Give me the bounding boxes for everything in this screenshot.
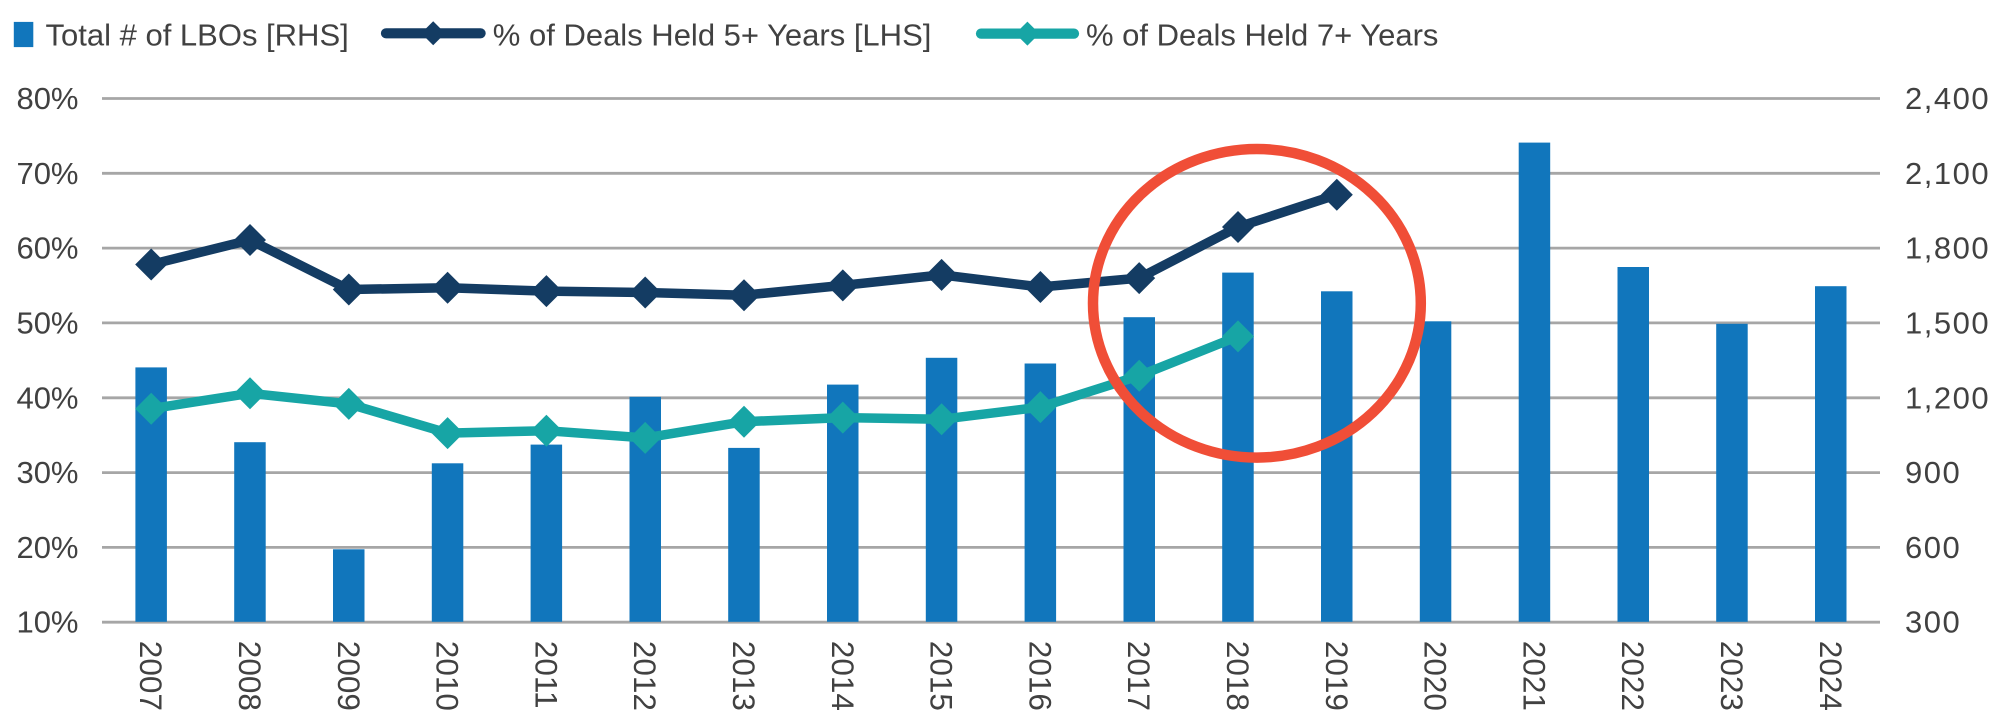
svg-text:% of Deals Held 5+ Years [LHS]: % of Deals Held 5+ Years [LHS] [493,18,932,53]
svg-text:1,800: 1,800 [1905,231,1990,266]
svg-text:2017: 2017 [1121,641,1157,711]
svg-text:2020: 2020 [1418,641,1454,711]
svg-text:2009: 2009 [331,641,367,711]
svg-text:600: 600 [1905,530,1961,565]
svg-text:2007: 2007 [133,641,169,711]
svg-text:20%: 20% [16,530,78,565]
svg-text:60%: 60% [16,231,78,266]
svg-text:900: 900 [1905,455,1961,490]
svg-text:2010: 2010 [430,641,466,711]
svg-text:1,500: 1,500 [1905,305,1990,340]
svg-text:2021: 2021 [1516,641,1552,711]
svg-text:2014: 2014 [825,641,861,711]
svg-text:Total # of LBOs [RHS]: Total # of LBOs [RHS] [46,18,349,53]
svg-text:2008: 2008 [232,641,268,711]
svg-text:30%: 30% [16,455,78,490]
svg-text:10%: 10% [16,605,78,640]
svg-text:2024: 2024 [1813,641,1849,711]
svg-text:% of Deals Held 7+ Years: % of Deals Held 7+ Years [1086,18,1438,53]
svg-text:2011: 2011 [528,641,564,709]
svg-text:80%: 80% [16,81,78,116]
svg-text:2022: 2022 [1615,641,1651,711]
svg-text:70%: 70% [16,156,78,191]
svg-text:1,200: 1,200 [1905,380,1990,415]
svg-text:2019: 2019 [1319,641,1355,711]
svg-text:2012: 2012 [627,641,663,711]
svg-text:40%: 40% [16,380,78,415]
svg-text:2016: 2016 [1022,641,1058,711]
svg-text:2023: 2023 [1714,641,1750,711]
svg-text:2018: 2018 [1220,641,1256,711]
svg-text:2015: 2015 [924,641,960,711]
svg-text:300: 300 [1905,605,1961,640]
svg-text:2013: 2013 [726,641,762,711]
svg-text:2,400: 2,400 [1905,81,1990,116]
svg-text:2,100: 2,100 [1905,156,1990,191]
svg-text:50%: 50% [16,305,78,340]
